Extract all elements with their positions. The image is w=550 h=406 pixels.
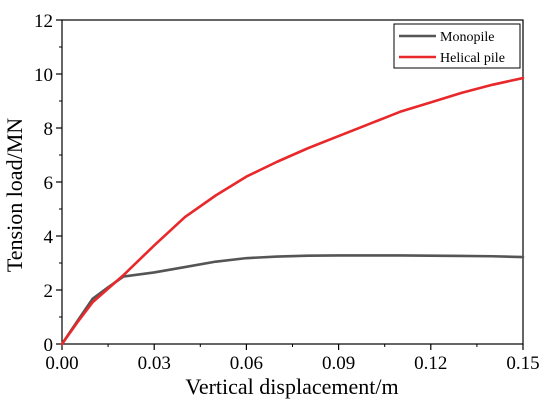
x-tick-label: 0.06 — [230, 353, 263, 374]
series-layer — [60, 76, 525, 346]
y-axis-ticks: 0 2 4 6 8 10 12 — [34, 11, 62, 356]
x-axis-label: Vertical displacement/m — [185, 374, 398, 399]
legend-label-helical-pile: Helical pile — [440, 51, 505, 66]
y-tick-label: 12 — [34, 11, 53, 32]
plot-area — [61, 19, 524, 345]
y-tick-label: 10 — [34, 65, 53, 86]
legend-box — [393, 23, 521, 69]
y-tick-label: 0 — [44, 335, 54, 356]
x-tick-label: 0.15 — [506, 353, 539, 374]
y-tick-label: 8 — [44, 119, 54, 140]
x-axis-ticks: 0.00 0.03 0.06 0.09 0.12 0.15 — [45, 344, 540, 374]
x-tick-label: 0.00 — [45, 353, 78, 374]
legend: Monopile Helical pile — [393, 23, 521, 69]
x-tick-label: 0.09 — [322, 353, 355, 374]
legend-label-monopile: Monopile — [440, 30, 494, 45]
series-line-helical-pile — [60, 76, 525, 346]
x-tick-label: 0.03 — [138, 353, 171, 374]
plot-frame — [61, 19, 524, 345]
x-tick-label: 0.12 — [414, 353, 447, 374]
y-tick-label: 6 — [44, 173, 54, 194]
y-axis-label: Tension load/MN — [2, 118, 27, 272]
y-tick-label: 2 — [44, 281, 54, 302]
y-tick-label: 4 — [44, 227, 54, 248]
